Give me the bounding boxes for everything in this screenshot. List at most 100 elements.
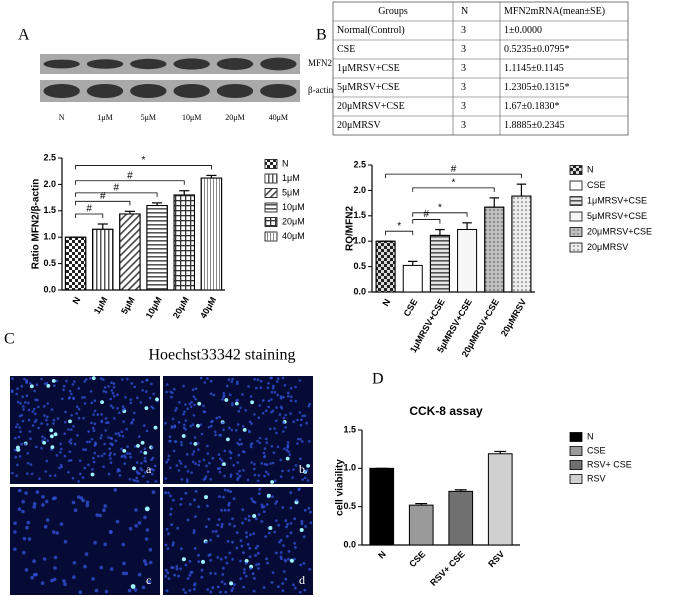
nucleus (144, 506, 150, 512)
nucleus (238, 438, 242, 441)
nucleus (202, 478, 206, 481)
nucleus (223, 582, 227, 586)
nucleus (239, 539, 243, 543)
legend-label: 5μMRSV+CSE (587, 211, 647, 221)
nucleus (102, 465, 105, 469)
nucleus (241, 425, 245, 428)
nucleus (209, 392, 213, 396)
nucleus (132, 418, 135, 422)
nucleus (256, 551, 260, 555)
y-tick-label: 1.5 (353, 210, 366, 220)
significance-mark: # (424, 209, 430, 220)
nucleus (241, 508, 245, 511)
nucleus (46, 384, 51, 388)
nucleus (40, 377, 43, 381)
nucleus (178, 459, 181, 463)
nucleus (271, 571, 275, 574)
nucleus (242, 585, 246, 589)
nucleus (121, 405, 125, 408)
nucleus (279, 555, 283, 559)
nucleus (235, 546, 239, 550)
nucleus (26, 520, 31, 525)
nucleus (308, 440, 311, 443)
nucleus (236, 461, 240, 464)
nucleus (103, 442, 106, 446)
nucleus (244, 574, 248, 578)
blot-band (130, 83, 167, 99)
legend-hatch (570, 165, 582, 175)
nucleus (180, 478, 184, 481)
panel-label: D (372, 371, 384, 388)
nucleus (22, 536, 27, 541)
nucleus (141, 380, 144, 384)
nucleus (151, 406, 155, 410)
nucleus (223, 449, 227, 453)
nucleus (50, 445, 55, 449)
bar (448, 490, 474, 546)
nucleus (190, 400, 193, 404)
significance-bracket (412, 187, 495, 192)
nucleus (124, 571, 129, 576)
nucleus (270, 581, 274, 584)
nucleus (20, 384, 24, 388)
nucleus (130, 382, 134, 385)
nucleus (16, 423, 20, 426)
nucleus (259, 379, 263, 383)
nucleus (298, 411, 302, 414)
y-tick-label: 1.0 (343, 463, 356, 473)
nucleus (29, 437, 32, 441)
nucleus (297, 437, 300, 441)
nucleus (300, 418, 303, 422)
nucleus (34, 398, 37, 402)
nucleus (129, 401, 132, 405)
nucleus (42, 557, 47, 561)
nucleus (48, 474, 52, 478)
nucleus (235, 531, 239, 534)
legend-swatch (569, 446, 583, 456)
nucleus (242, 571, 246, 575)
table-cell: 3 (461, 25, 466, 36)
nucleus (109, 442, 112, 446)
nucleus (287, 450, 291, 454)
nucleus (257, 492, 261, 496)
nucleus (67, 428, 70, 431)
nucleus (184, 491, 188, 495)
nucleus (21, 395, 24, 399)
nucleus (30, 384, 34, 389)
nucleus (281, 589, 285, 592)
nucleus (207, 517, 211, 521)
nucleus (194, 515, 197, 518)
nucleus (309, 521, 313, 525)
nucleus (257, 513, 261, 516)
significance-bracket (75, 200, 131, 206)
nucleus (226, 489, 230, 493)
nucleus (179, 497, 183, 501)
nucleus (287, 395, 290, 398)
nucleus (193, 498, 196, 502)
micrograph (10, 376, 160, 484)
significance-bracket (75, 192, 158, 197)
nucleus (141, 389, 144, 392)
nucleus (113, 453, 116, 456)
nucleus (262, 586, 266, 589)
nucleus (169, 494, 172, 498)
nucleus (253, 462, 256, 466)
nucleus (306, 464, 310, 468)
nucleus (247, 514, 251, 518)
nucleus (43, 405, 46, 408)
nucleus (228, 522, 232, 526)
nucleus (40, 422, 43, 425)
nucleus (79, 496, 84, 500)
nucleus (211, 419, 214, 423)
nucleus (204, 495, 208, 500)
nucleus (255, 563, 258, 567)
panel-label: B (316, 27, 327, 44)
bar-hatch (119, 213, 141, 291)
x-tick-label: RSV+ CSE (428, 549, 467, 588)
nucleus (92, 460, 96, 464)
nucleus (214, 433, 217, 437)
nucleus (117, 432, 120, 435)
nucleus (171, 543, 175, 547)
nucleus (102, 389, 106, 393)
nucleus (296, 442, 299, 445)
